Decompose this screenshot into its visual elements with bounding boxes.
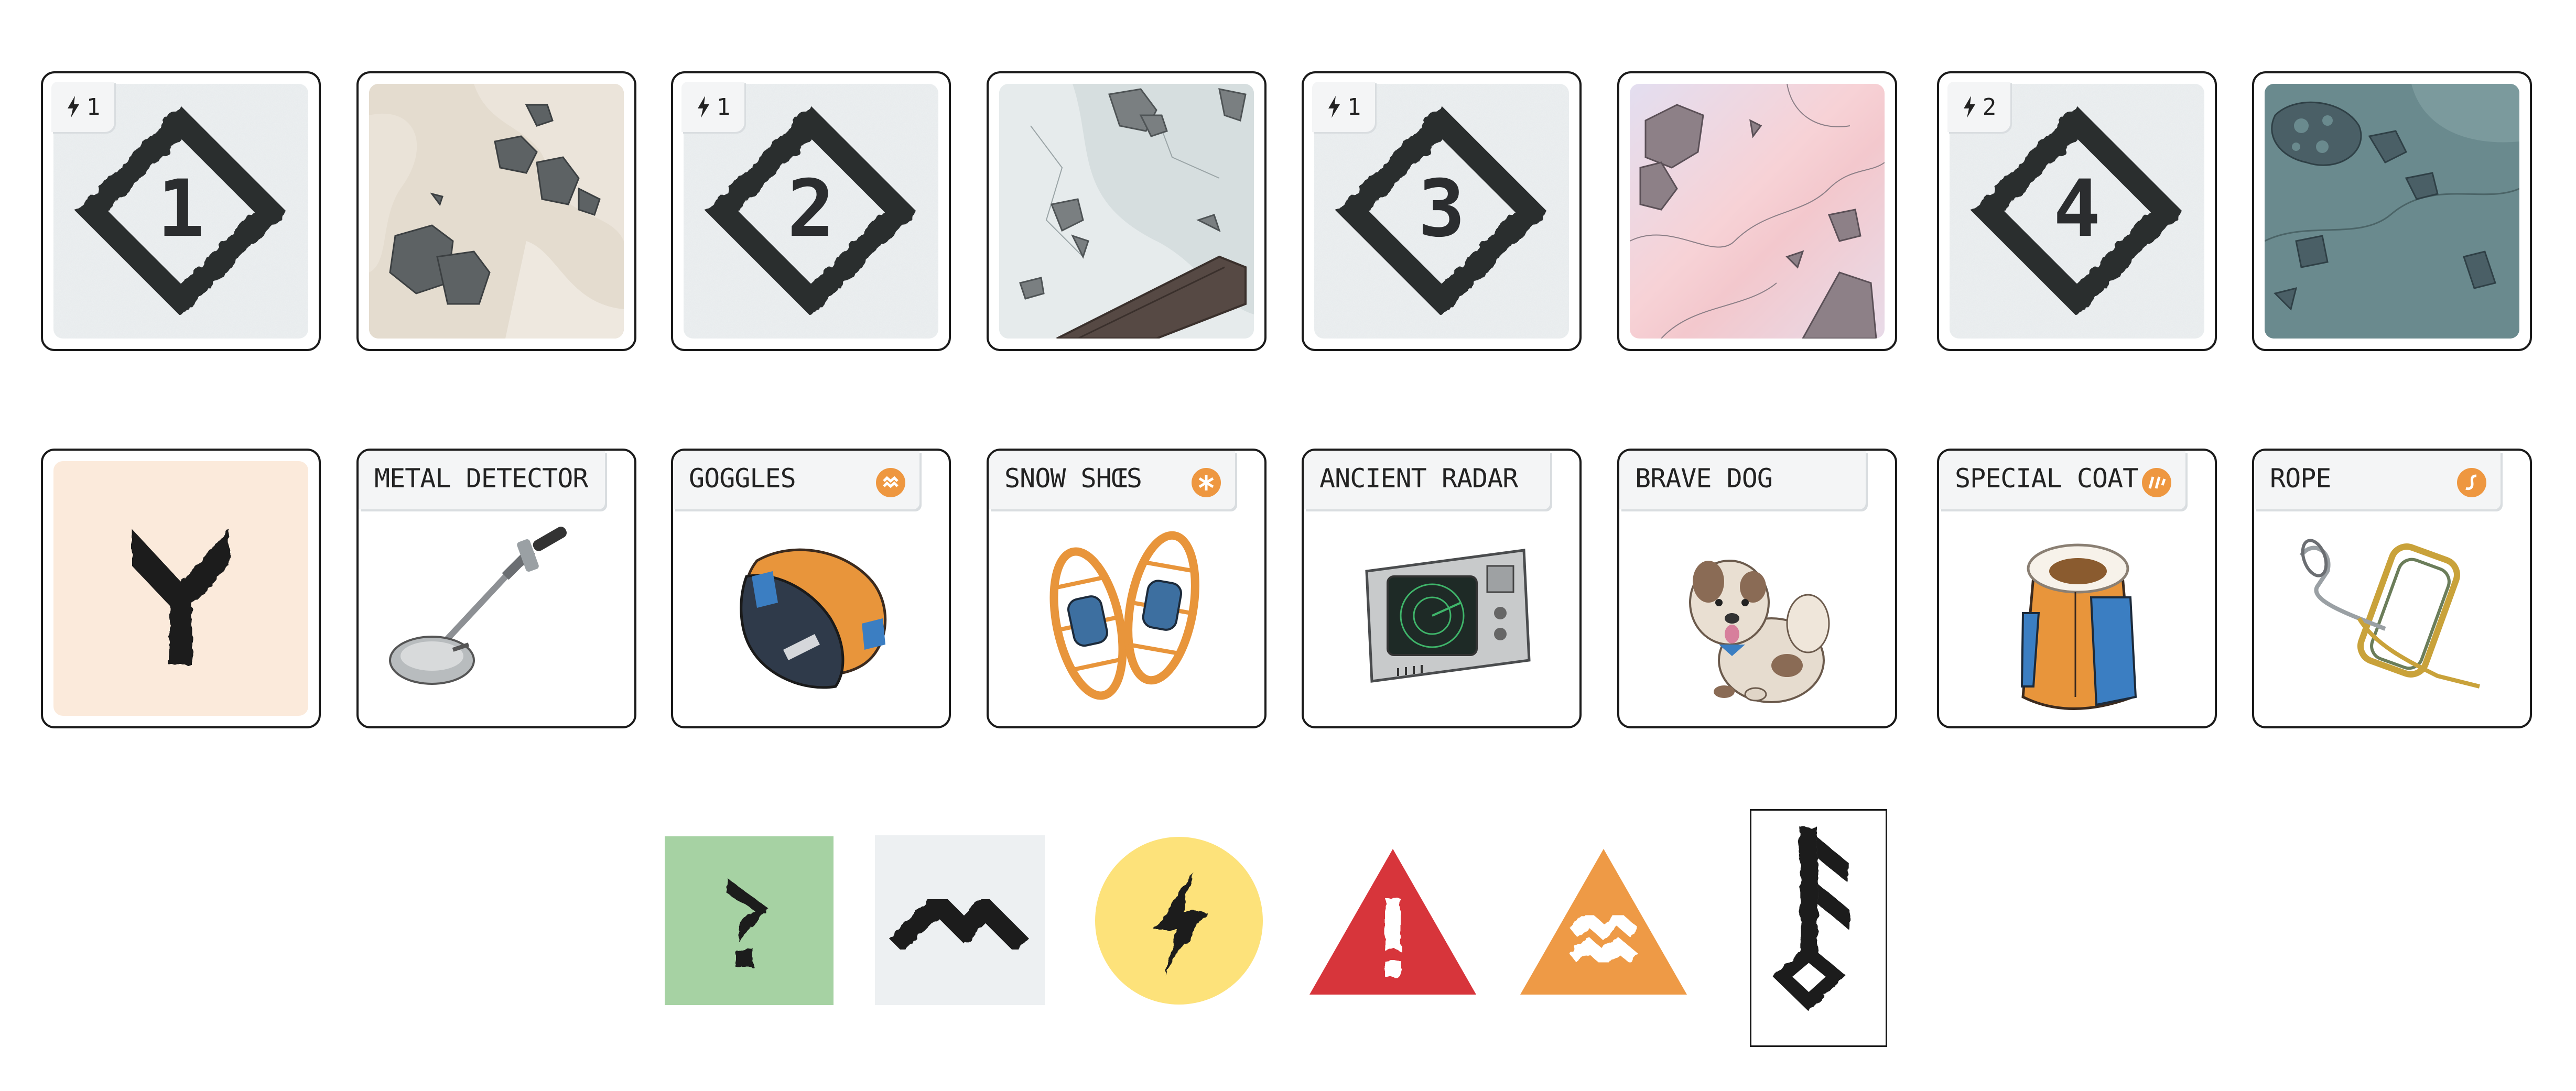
energy-cost-value: 1 <box>86 93 101 121</box>
item-card-goggles[interactable]: GOGGLES <box>671 449 951 728</box>
terrain-card-teal[interactable] <box>2252 71 2532 351</box>
wave-badge-icon <box>876 468 905 497</box>
item-title: GOGGLES <box>689 463 796 494</box>
s-curve-badge-icon <box>2457 468 2486 497</box>
item-title: SPECIAL COAT <box>1955 463 2138 494</box>
ancient-radar-illustration <box>1319 519 1566 718</box>
terrain-card-ice[interactable] <box>987 71 1267 351</box>
key-rune-card <box>1750 809 1887 1047</box>
item-card-metal-detector[interactable]: METAL DETECTOR <box>356 449 636 728</box>
energy-cost-value: 1 <box>716 93 731 121</box>
energy-cost-badge: 1 <box>1312 82 1375 132</box>
item-title: SNOW SHŒS <box>1004 463 1142 494</box>
energy-cost-value: 2 <box>1982 93 1997 121</box>
item-card-brave-dog[interactable]: BRAVE DOG <box>1617 449 1897 728</box>
snowflake-badge-icon <box>1192 468 1221 497</box>
location-number: 1 <box>157 163 204 255</box>
symbol-card-y[interactable] <box>41 449 321 728</box>
energy-cost-badge: 2 <box>1947 82 2010 132</box>
item-card-ancient-radar[interactable]: ANCIENT RADAR <box>1302 449 1582 728</box>
item-title: ROPE <box>2270 463 2331 494</box>
energy-cost-value: 1 <box>1347 93 1361 121</box>
location-number: 2 <box>787 163 835 255</box>
snow-shoes-illustration <box>1004 519 1251 718</box>
lightning-icon <box>1328 96 1340 118</box>
mountain-token <box>875 835 1045 1005</box>
item-title: ANCIENT RADAR <box>1319 463 1518 494</box>
item-title: BRAVE DOG <box>1635 463 1773 494</box>
location-number: 4 <box>2053 163 2101 255</box>
question-token <box>665 836 834 1005</box>
lightning-icon <box>67 96 79 118</box>
metal-detector-illustration <box>374 519 621 718</box>
energy-token <box>1094 835 1264 1006</box>
goggles-illustration <box>689 519 935 718</box>
terrain-card-sand[interactable] <box>356 71 636 351</box>
location-card-1[interactable]: 1 1 <box>41 71 321 351</box>
danger-token <box>1307 846 1478 998</box>
location-card-3[interactable]: 1 3 <box>1302 71 1582 351</box>
lightning-icon <box>697 96 709 118</box>
energy-cost-badge: 1 <box>51 82 114 132</box>
item-card-rope[interactable]: ROPE <box>2252 449 2532 728</box>
location-number: 3 <box>1418 163 1465 255</box>
brave-dog-illustration <box>1635 519 1881 718</box>
terrain-card-pink[interactable] <box>1617 71 1897 351</box>
avalanche-token <box>1518 846 1689 998</box>
special-coat-illustration <box>1955 519 2201 718</box>
location-card-2[interactable]: 1 2 <box>671 71 951 351</box>
lightning-icon <box>1963 96 1975 118</box>
item-card-special-coat[interactable]: SPECIAL COAT <box>1937 449 2217 728</box>
slash-badge-icon <box>2142 468 2171 497</box>
item-card-snow-shoes[interactable]: SNOW SHŒS <box>987 449 1267 728</box>
location-card-4[interactable]: 2 4 <box>1937 71 2217 351</box>
item-title: METAL DETECTOR <box>374 463 588 494</box>
rope-illustration <box>2270 519 2516 718</box>
energy-cost-badge: 1 <box>681 82 744 132</box>
